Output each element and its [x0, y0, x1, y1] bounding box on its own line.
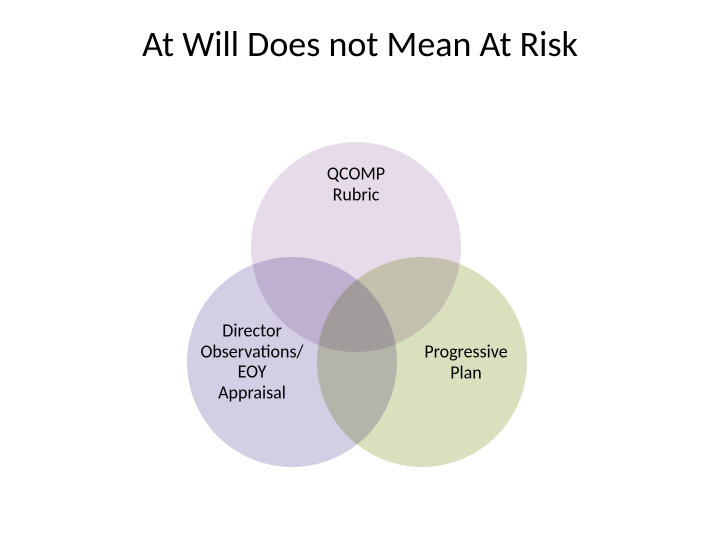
slide-title: At Will Does not Mean At Risk: [0, 22, 720, 66]
slide: At Will Does not Mean At Risk QCOMP Rubr…: [0, 0, 720, 540]
venn-label-right: Progressive Plan: [391, 341, 541, 382]
venn-label-left: Director Observations/ EOY Appraisal: [172, 321, 332, 404]
venn-label-top: QCOMP Rubric: [286, 163, 426, 204]
